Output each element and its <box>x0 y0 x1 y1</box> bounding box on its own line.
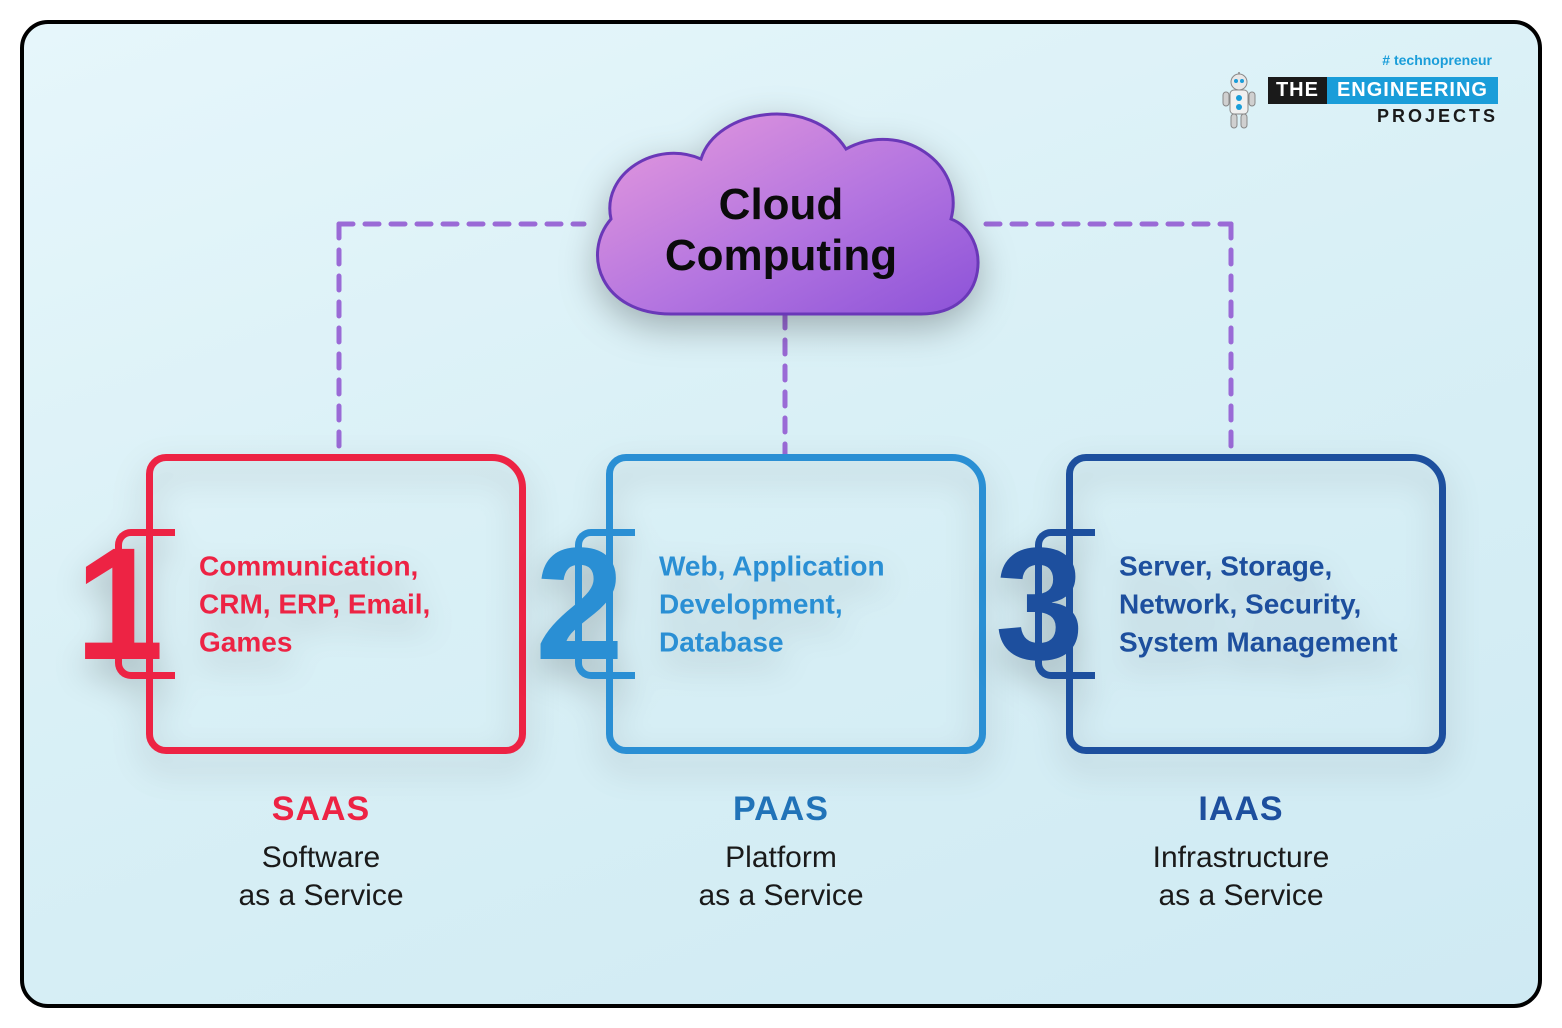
card-number: 2 <box>535 524 624 684</box>
card-subtitle-line2: as a Service <box>1158 879 1323 912</box>
card-title: PAAS <box>576 790 986 829</box>
card-subtitle: Platform as a Service <box>576 839 986 914</box>
robot-icon <box>1218 72 1260 132</box>
card-subtitle-line1: Platform <box>725 841 837 874</box>
card-content: Server, Storage, Network, Security, Syst… <box>1119 547 1415 660</box>
cloud-title-line2: Computing <box>665 231 897 280</box>
card-subtitle: Infrastructure as a Service <box>1036 839 1446 914</box>
card-paas: 2 Web, Application Development, Database… <box>576 454 986 914</box>
card-title: IAAS <box>1036 790 1446 829</box>
card-content: Communication, CRM, ERP, Email, Games <box>199 547 495 660</box>
cloud-title-line1: Cloud <box>719 180 844 229</box>
cards-row: 1 Communication, CRM, ERP, Email, Games … <box>24 454 1538 914</box>
card-box: 3 Server, Storage, Network, Security, Sy… <box>1066 454 1446 754</box>
card-subtitle-line2: as a Service <box>698 879 863 912</box>
card-box: 2 Web, Application Development, Database <box>606 454 986 754</box>
card-saas: 1 Communication, CRM, ERP, Email, Games … <box>116 454 526 914</box>
cloud-title: Cloud Computing <box>561 180 1001 281</box>
card-iaas: 3 Server, Storage, Network, Security, Sy… <box>1036 454 1446 914</box>
brand-word-engineering: ENGINEERING <box>1327 77 1498 104</box>
brand-word-the: THE <box>1268 77 1327 104</box>
infographic-frame: # technopreneur <box>20 20 1542 1008</box>
brand-logo: # technopreneur <box>1218 52 1498 132</box>
card-subtitle-line2: as a Service <box>238 879 403 912</box>
card-subtitle-line1: Software <box>262 841 380 874</box>
card-subtitle: Software as a Service <box>116 839 526 914</box>
card-number: 1 <box>75 524 164 684</box>
brand-tagline: # technopreneur <box>1382 52 1492 68</box>
card-box: 1 Communication, CRM, ERP, Email, Games <box>146 454 526 754</box>
brand-word-projects: PROJECTS <box>1268 106 1498 127</box>
cloud: Cloud Computing <box>561 84 1001 344</box>
card-number: 3 <box>995 524 1084 684</box>
brand-logo-main: THE ENGINEERING PROJECTS <box>1218 72 1498 132</box>
card-subtitle-line1: Infrastructure <box>1153 841 1330 874</box>
card-content: Web, Application Development, Database <box>659 547 955 660</box>
card-title: SAAS <box>116 790 526 829</box>
brand-text: THE ENGINEERING PROJECTS <box>1268 77 1498 127</box>
